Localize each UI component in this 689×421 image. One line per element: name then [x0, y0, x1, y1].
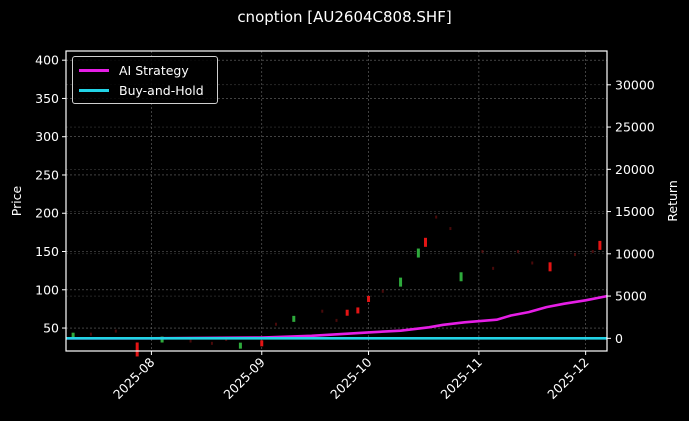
left-tick-label: 100 [35, 282, 59, 297]
ai-strategy-line [66, 294, 608, 340]
right-tick-label: 20000 [615, 162, 655, 177]
legend-label: AI Strategy [119, 62, 189, 78]
x-tick-label: 2025-11 [437, 355, 485, 403]
left-tick-label: 150 [35, 244, 59, 259]
left-y-axis: 50 100 150 200 250 300 350 400 [35, 53, 66, 336]
x-tick-label: 2025-12 [544, 355, 592, 403]
legend: AI Strategy Buy-and-Hold [72, 56, 218, 104]
ai-strategy-line-swatch-icon [79, 68, 109, 72]
price-candlesticks [71, 215, 602, 357]
right-tick-label: 0 [615, 331, 623, 346]
chart-title: cnoption [AU2604C808.SHF] [237, 8, 452, 26]
left-tick-label: 400 [35, 53, 59, 68]
legend-label: Buy-and-Hold [119, 82, 204, 98]
left-tick-label: 300 [35, 129, 59, 144]
right-tick-label: 5000 [615, 289, 647, 304]
left-tick-label: 50 [43, 321, 59, 336]
x-tick-label: 2025-10 [327, 354, 375, 402]
left-axis-label: Price [9, 185, 24, 216]
right-tick-label: 10000 [615, 246, 655, 261]
right-axis-label: Return [665, 180, 680, 221]
x-tick-label: 2025-09 [220, 354, 268, 402]
x-tick-label: 2025-08 [110, 354, 158, 402]
right-tick-label: 15000 [615, 204, 655, 219]
legend-item-ai-strategy: AI Strategy [79, 61, 189, 79]
left-tick-label: 250 [35, 167, 59, 182]
buy-and-hold-line-swatch-icon [79, 88, 109, 92]
return-lines [66, 294, 608, 340]
right-tick-label: 30000 [615, 77, 655, 92]
left-tick-label: 350 [35, 91, 59, 106]
legend-item-buy-and-hold: Buy-and-Hold [79, 81, 204, 99]
right-y-axis: 0 5000 10000 15000 20000 25000 30000 [607, 77, 655, 346]
x-axis: 2025-08 2025-09 2025-10 2025-11 2025-12 [110, 351, 592, 402]
left-tick-label: 200 [35, 206, 59, 221]
right-tick-label: 25000 [615, 120, 655, 135]
plot-frame [65, 50, 608, 352]
